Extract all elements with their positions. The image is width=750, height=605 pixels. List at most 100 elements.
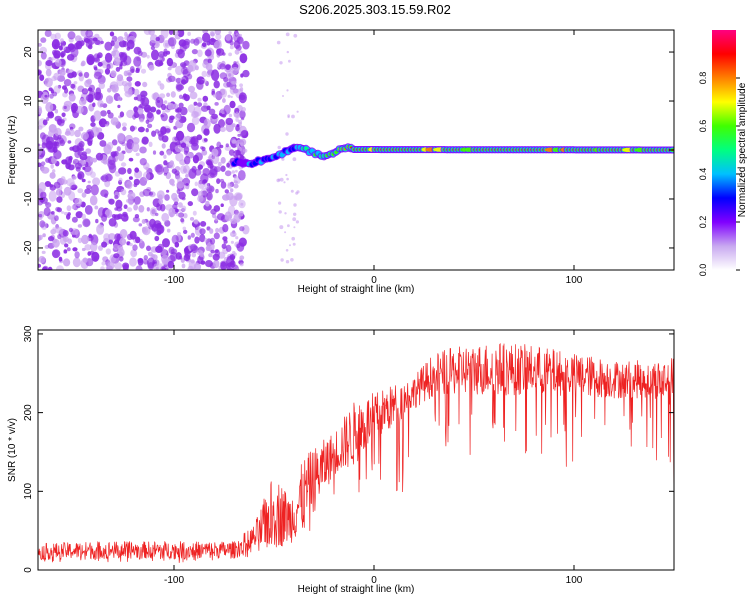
spectrogram-noise-cell [57, 207, 62, 212]
spectrogram-noise-cell [190, 137, 198, 144]
spectrogram-noise-cell [287, 114, 290, 117]
spectrogram-noise-cell [142, 219, 146, 224]
spectrogram-noise-cell [226, 143, 229, 147]
spectrogram-noise-cell [52, 239, 60, 248]
spectrogram-noise-cell [41, 167, 49, 174]
y-tick-label: 100 [23, 483, 34, 500]
x-tick-label: 100 [566, 275, 583, 286]
spectrogram-noise-cell [42, 251, 46, 254]
spectrogram-noise-cell [117, 214, 123, 220]
spectrogram-noise-cell [193, 211, 197, 216]
spectrogram-noise-cell [52, 249, 60, 258]
spectrogram-noise-cell [154, 236, 159, 241]
spectrogram-noise-cell [162, 143, 166, 148]
spectrogram-noise-cell [68, 212, 71, 216]
spectrogram-noise-cell [107, 142, 114, 149]
spectrogram-noise-cell [45, 78, 53, 88]
spectrogram-noise-cell [293, 157, 297, 161]
spectrogram-noise-cell [84, 80, 91, 88]
spectrogram-noise-cell [130, 126, 135, 132]
spectrogram-noise-cell [175, 114, 181, 121]
spectrogram-noise-cell [190, 217, 194, 221]
spectrogram-noise-cell [97, 100, 103, 108]
spectrogram-noise-cell [68, 164, 75, 170]
spectrogram-noise-cell [291, 237, 295, 241]
spectrogram-noise-cell [114, 262, 122, 270]
spectrogram-noise-cell [205, 201, 210, 207]
spectrogram-noise-cell [166, 93, 170, 97]
spectrogram-noise-cell [179, 103, 184, 108]
spectrogram-noise-cell [221, 166, 226, 172]
spectrogram-noise-cell [288, 60, 291, 63]
spectrogram-noise-cell [161, 104, 166, 110]
spectrogram-noise-cell [187, 32, 191, 36]
spectrogram-noise-cell [220, 72, 227, 79]
spectrogram-noise-cell [54, 53, 60, 59]
spectrogram-noise-cell [101, 261, 105, 265]
spectrogram-noise-cell [181, 206, 186, 212]
spectrogram-noise-cell [110, 70, 116, 77]
spectrogram-noise-cell [185, 183, 188, 186]
spectrogram-noise-cell [117, 36, 123, 41]
spectrogram-noise-cell [214, 80, 220, 88]
spectrogram-noise-cell [220, 127, 226, 133]
spectrogram-noise-cell [241, 130, 249, 138]
spectrogram-noise-cell [39, 220, 45, 228]
spectrogram-noise-cell [222, 243, 227, 249]
spectrogram-noise-cell [163, 155, 166, 159]
spectrogram-noise-cell [149, 142, 153, 147]
colorbar-label: Normalized spectral amplitude [737, 82, 748, 217]
spectrogram-noise-cell [241, 107, 246, 112]
spectrogram-noise-cell [276, 179, 280, 183]
spectrogram-noise-cell [68, 31, 76, 39]
spectrogram-noise-cell [228, 53, 232, 57]
spectrogram-noise-cell [122, 81, 128, 86]
spectrogram-noise-cell [112, 214, 117, 218]
spectrogram-noise-cell [147, 207, 150, 211]
spectrogram-noise-cell [220, 89, 227, 98]
spectrogram-noise-cell [84, 244, 91, 250]
spectrogram-noise-cell [211, 114, 218, 120]
spectrogram-noise-cell [210, 250, 215, 254]
spectrogram-noise-cell [193, 155, 199, 164]
spectrogram-noise-cell [139, 118, 144, 122]
spectrogram-noise-cell [146, 128, 149, 132]
spectrogram-noise-cell [119, 256, 124, 261]
spectrogram-noise-cell [203, 96, 209, 102]
spectrogram-noise-cell [120, 53, 128, 63]
spectrogram-noise-cell [128, 82, 132, 87]
spectrogram-noise-cell [59, 257, 63, 262]
spectrogram-noise-cell [230, 231, 237, 237]
spectrogram-noise-cell [208, 253, 212, 257]
spectrogram-noise-cell [138, 51, 143, 56]
spectrogram-noise-cell [240, 87, 243, 91]
spectrogram-noise-cell [138, 205, 144, 213]
spectrogram-noise-cell [195, 182, 198, 187]
spectrogram-noise-cell [293, 226, 295, 228]
spectrogram-noise-cell [41, 161, 46, 165]
spectrogram-noise-cell [53, 73, 60, 81]
spectrogram-noise-cell [116, 67, 120, 72]
spectrogram-noise-cell [122, 122, 127, 126]
spectrogram-noise-cell [90, 242, 97, 252]
spectrogram-noise-cell [175, 66, 183, 75]
spectrogram-noise-cell [184, 156, 190, 165]
spectrogram-noise-cell [285, 132, 288, 135]
spectrogram-noise-cell [126, 34, 129, 37]
spectrogram-noise-cell [154, 263, 159, 270]
spectrogram-noise-cell [200, 221, 206, 227]
spectrogram-noise-cell [169, 160, 174, 165]
spectrogram-noise-cell [293, 213, 296, 216]
spectrogram-noise-cell [142, 228, 148, 234]
spectrogram-noise-cell [190, 92, 198, 100]
spectrogram-noise-cell [238, 156, 240, 158]
spectrogram-noise-cell [231, 241, 234, 244]
spectrogram-noise-cell [210, 238, 215, 245]
spectrogram-noise-cell [147, 124, 152, 129]
spectrogram-noise-cell [155, 129, 159, 133]
y-tick-label: 0 [23, 147, 34, 153]
spectrogram-noise-cell [229, 114, 232, 118]
spectrogram-noise-cell [38, 256, 45, 263]
y-tick-label: 20 [23, 46, 34, 58]
